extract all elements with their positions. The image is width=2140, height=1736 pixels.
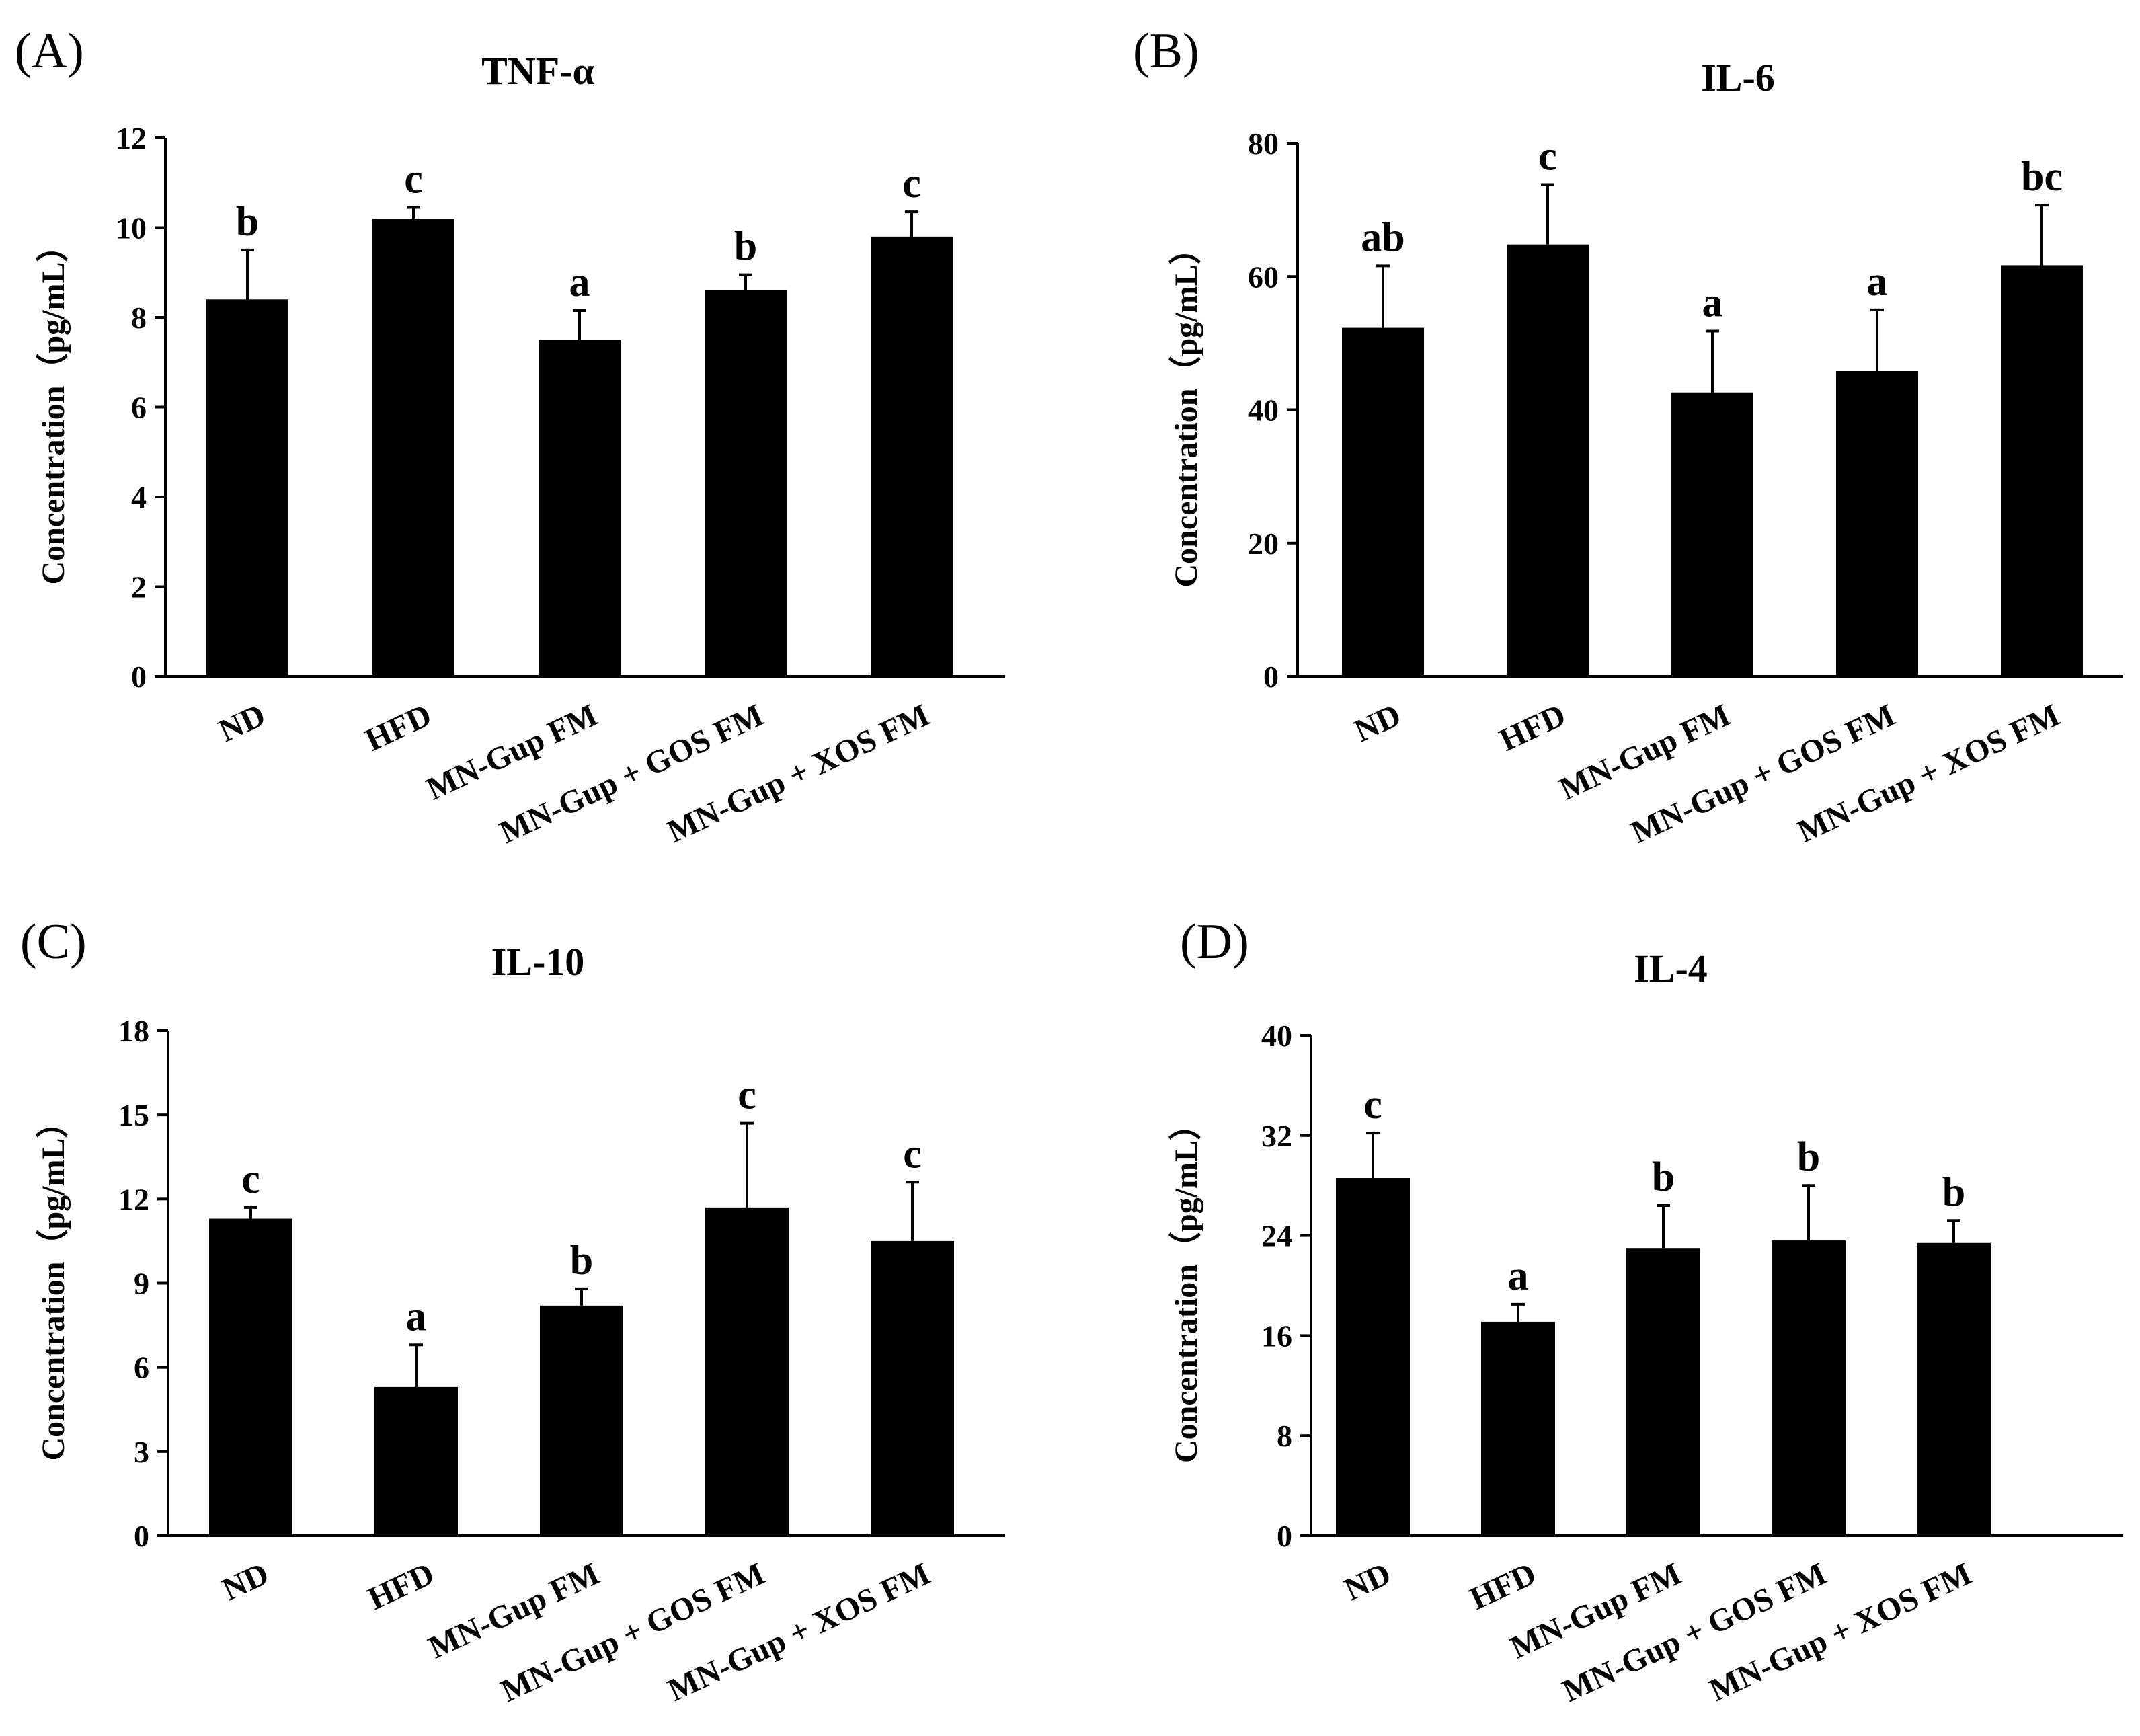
- significance-label: c: [1538, 133, 1557, 179]
- y-tick-label: 60: [1248, 260, 1279, 294]
- significance-label: c: [404, 156, 423, 202]
- significance-label: bc: [2021, 154, 2063, 200]
- significance-label: c: [902, 161, 921, 206]
- y-tick-label: 0: [1263, 660, 1279, 694]
- x-tick-label: HFD: [1464, 1556, 1541, 1617]
- significance-label: c: [241, 1156, 260, 1202]
- bar: [1481, 1321, 1555, 1536]
- bar: [539, 340, 621, 676]
- y-tick-label: 9: [134, 1267, 149, 1301]
- significance-label: a: [569, 260, 590, 305]
- y-tick-label: 6: [131, 391, 147, 425]
- x-tick-label: MN-Gup + XOS FM: [662, 697, 935, 850]
- y-axis-label: Concentration（pg/mL）: [1168, 1108, 1204, 1463]
- bar: [1626, 1248, 1700, 1536]
- panel-a: (A) TNF-α Concentration（pg/mL） 0 2 4 6 8 10 12 b ND…: [15, 24, 1005, 851]
- x-tick-label: MN-Gup + XOS FM: [663, 1556, 936, 1708]
- y-tick-label: 40: [1248, 393, 1279, 428]
- y-axis-label: Concentration（pg/mL）: [1168, 232, 1204, 587]
- y-tick-label: 12: [116, 121, 147, 155]
- significance-label: c: [1363, 1082, 1382, 1128]
- significance-label: a: [1508, 1253, 1529, 1299]
- x-tick-label: MN-Gup + XOS FM: [1792, 697, 2065, 850]
- y-tick-label: 6: [134, 1351, 149, 1385]
- x-tick-label: ND: [213, 697, 270, 749]
- significance-label: ab: [1361, 214, 1404, 260]
- y-tick-label: 0: [131, 660, 147, 694]
- panel-letter: (D): [1180, 914, 1249, 970]
- significance-label: a: [1702, 280, 1723, 326]
- significance-label: b: [570, 1238, 593, 1284]
- y-tick-label: 8: [1277, 1419, 1292, 1453]
- bar: [374, 1386, 458, 1536]
- bar: [372, 219, 454, 676]
- bar: [209, 1218, 292, 1536]
- y-tick-label: 18: [118, 1014, 149, 1048]
- x-tick-label: ND: [1339, 1556, 1396, 1608]
- y-tick-label: 15: [118, 1098, 149, 1132]
- y-tick-label: 40: [1261, 1019, 1292, 1053]
- panel-letter: (A): [15, 24, 84, 79]
- significance-label: c: [903, 1131, 922, 1177]
- chart-title: IL-4: [1634, 947, 1708, 990]
- significance-label: b: [734, 224, 757, 270]
- bar: [871, 236, 953, 677]
- x-tick-label: HFD: [360, 697, 436, 758]
- bar: [1772, 1240, 1846, 1536]
- panel-d: (D) IL-4 Concentration（pg/mL） 0 8 16 24 32 40 c ND…: [1168, 914, 2123, 1709]
- significance-label: b: [1942, 1169, 1965, 1215]
- bar: [1836, 371, 1918, 676]
- y-tick-label: 0: [134, 1519, 149, 1553]
- x-tick-label: ND: [216, 1556, 274, 1608]
- significance-label: a: [1867, 259, 1888, 305]
- x-tick-label: MN-Gup + XOS FM: [1704, 1556, 1977, 1708]
- panel-letter: (B): [1133, 24, 1199, 79]
- significance-label: a: [406, 1294, 427, 1339]
- bar: [540, 1305, 623, 1536]
- bar: [1336, 1178, 1410, 1536]
- panel-c: (C) IL-10 Concentration（pg/mL） 0 3 6 9 12 15 18 c N…: [20, 914, 1005, 1709]
- panel-letter: (C): [20, 914, 87, 970]
- bar: [206, 299, 288, 676]
- y-tick-label: 8: [131, 301, 147, 335]
- x-tick-label: HFD: [362, 1556, 439, 1617]
- x-tick-label: MN-Gup + GOS FM: [1557, 1556, 1832, 1709]
- bar: [871, 1240, 954, 1536]
- panel-b: (B) IL-6 Concentration（pg/mL） 0 20 40 60 80 ab ND…: [1133, 24, 2123, 851]
- y-tick-label: 0: [1277, 1519, 1292, 1553]
- y-tick-label: 24: [1261, 1219, 1292, 1253]
- bar: [2001, 265, 2083, 676]
- significance-label: b: [236, 199, 259, 245]
- y-tick-label: 12: [118, 1182, 149, 1216]
- y-tick-label: 20: [1248, 526, 1279, 561]
- bar: [1342, 327, 1424, 676]
- y-tick-label: 3: [134, 1435, 149, 1469]
- bar: [1917, 1242, 1991, 1536]
- bar: [1671, 392, 1753, 676]
- bar: [1507, 244, 1589, 676]
- bar: [705, 290, 787, 676]
- x-tick-label: MN-Gup + GOS FM: [496, 1556, 770, 1709]
- y-tick-label: 32: [1261, 1119, 1292, 1153]
- chart-title: TNF-α: [481, 49, 594, 93]
- y-tick-label: 10: [116, 211, 147, 245]
- y-axis-label: Concentration（pg/mL）: [36, 1105, 71, 1460]
- x-tick-label: ND: [1349, 697, 1406, 749]
- significance-label: b: [1797, 1134, 1820, 1180]
- y-tick-label: 4: [131, 480, 147, 514]
- chart-title: IL-10: [491, 940, 585, 984]
- x-tick-label: MN-Gup + GOS FM: [494, 697, 769, 851]
- y-tick-label: 2: [131, 570, 147, 604]
- significance-label: b: [1652, 1154, 1675, 1200]
- x-tick-label: MN-Gup + GOS FM: [1626, 697, 1901, 851]
- x-tick-label: HFD: [1494, 697, 1571, 758]
- bar: [705, 1207, 789, 1536]
- significance-label: c: [738, 1072, 756, 1118]
- y-tick-label: 16: [1261, 1318, 1292, 1353]
- chart-title: IL-6: [1701, 56, 1775, 100]
- y-axis-label: Concentration（pg/mL）: [36, 229, 71, 584]
- y-tick-label: 80: [1248, 126, 1279, 161]
